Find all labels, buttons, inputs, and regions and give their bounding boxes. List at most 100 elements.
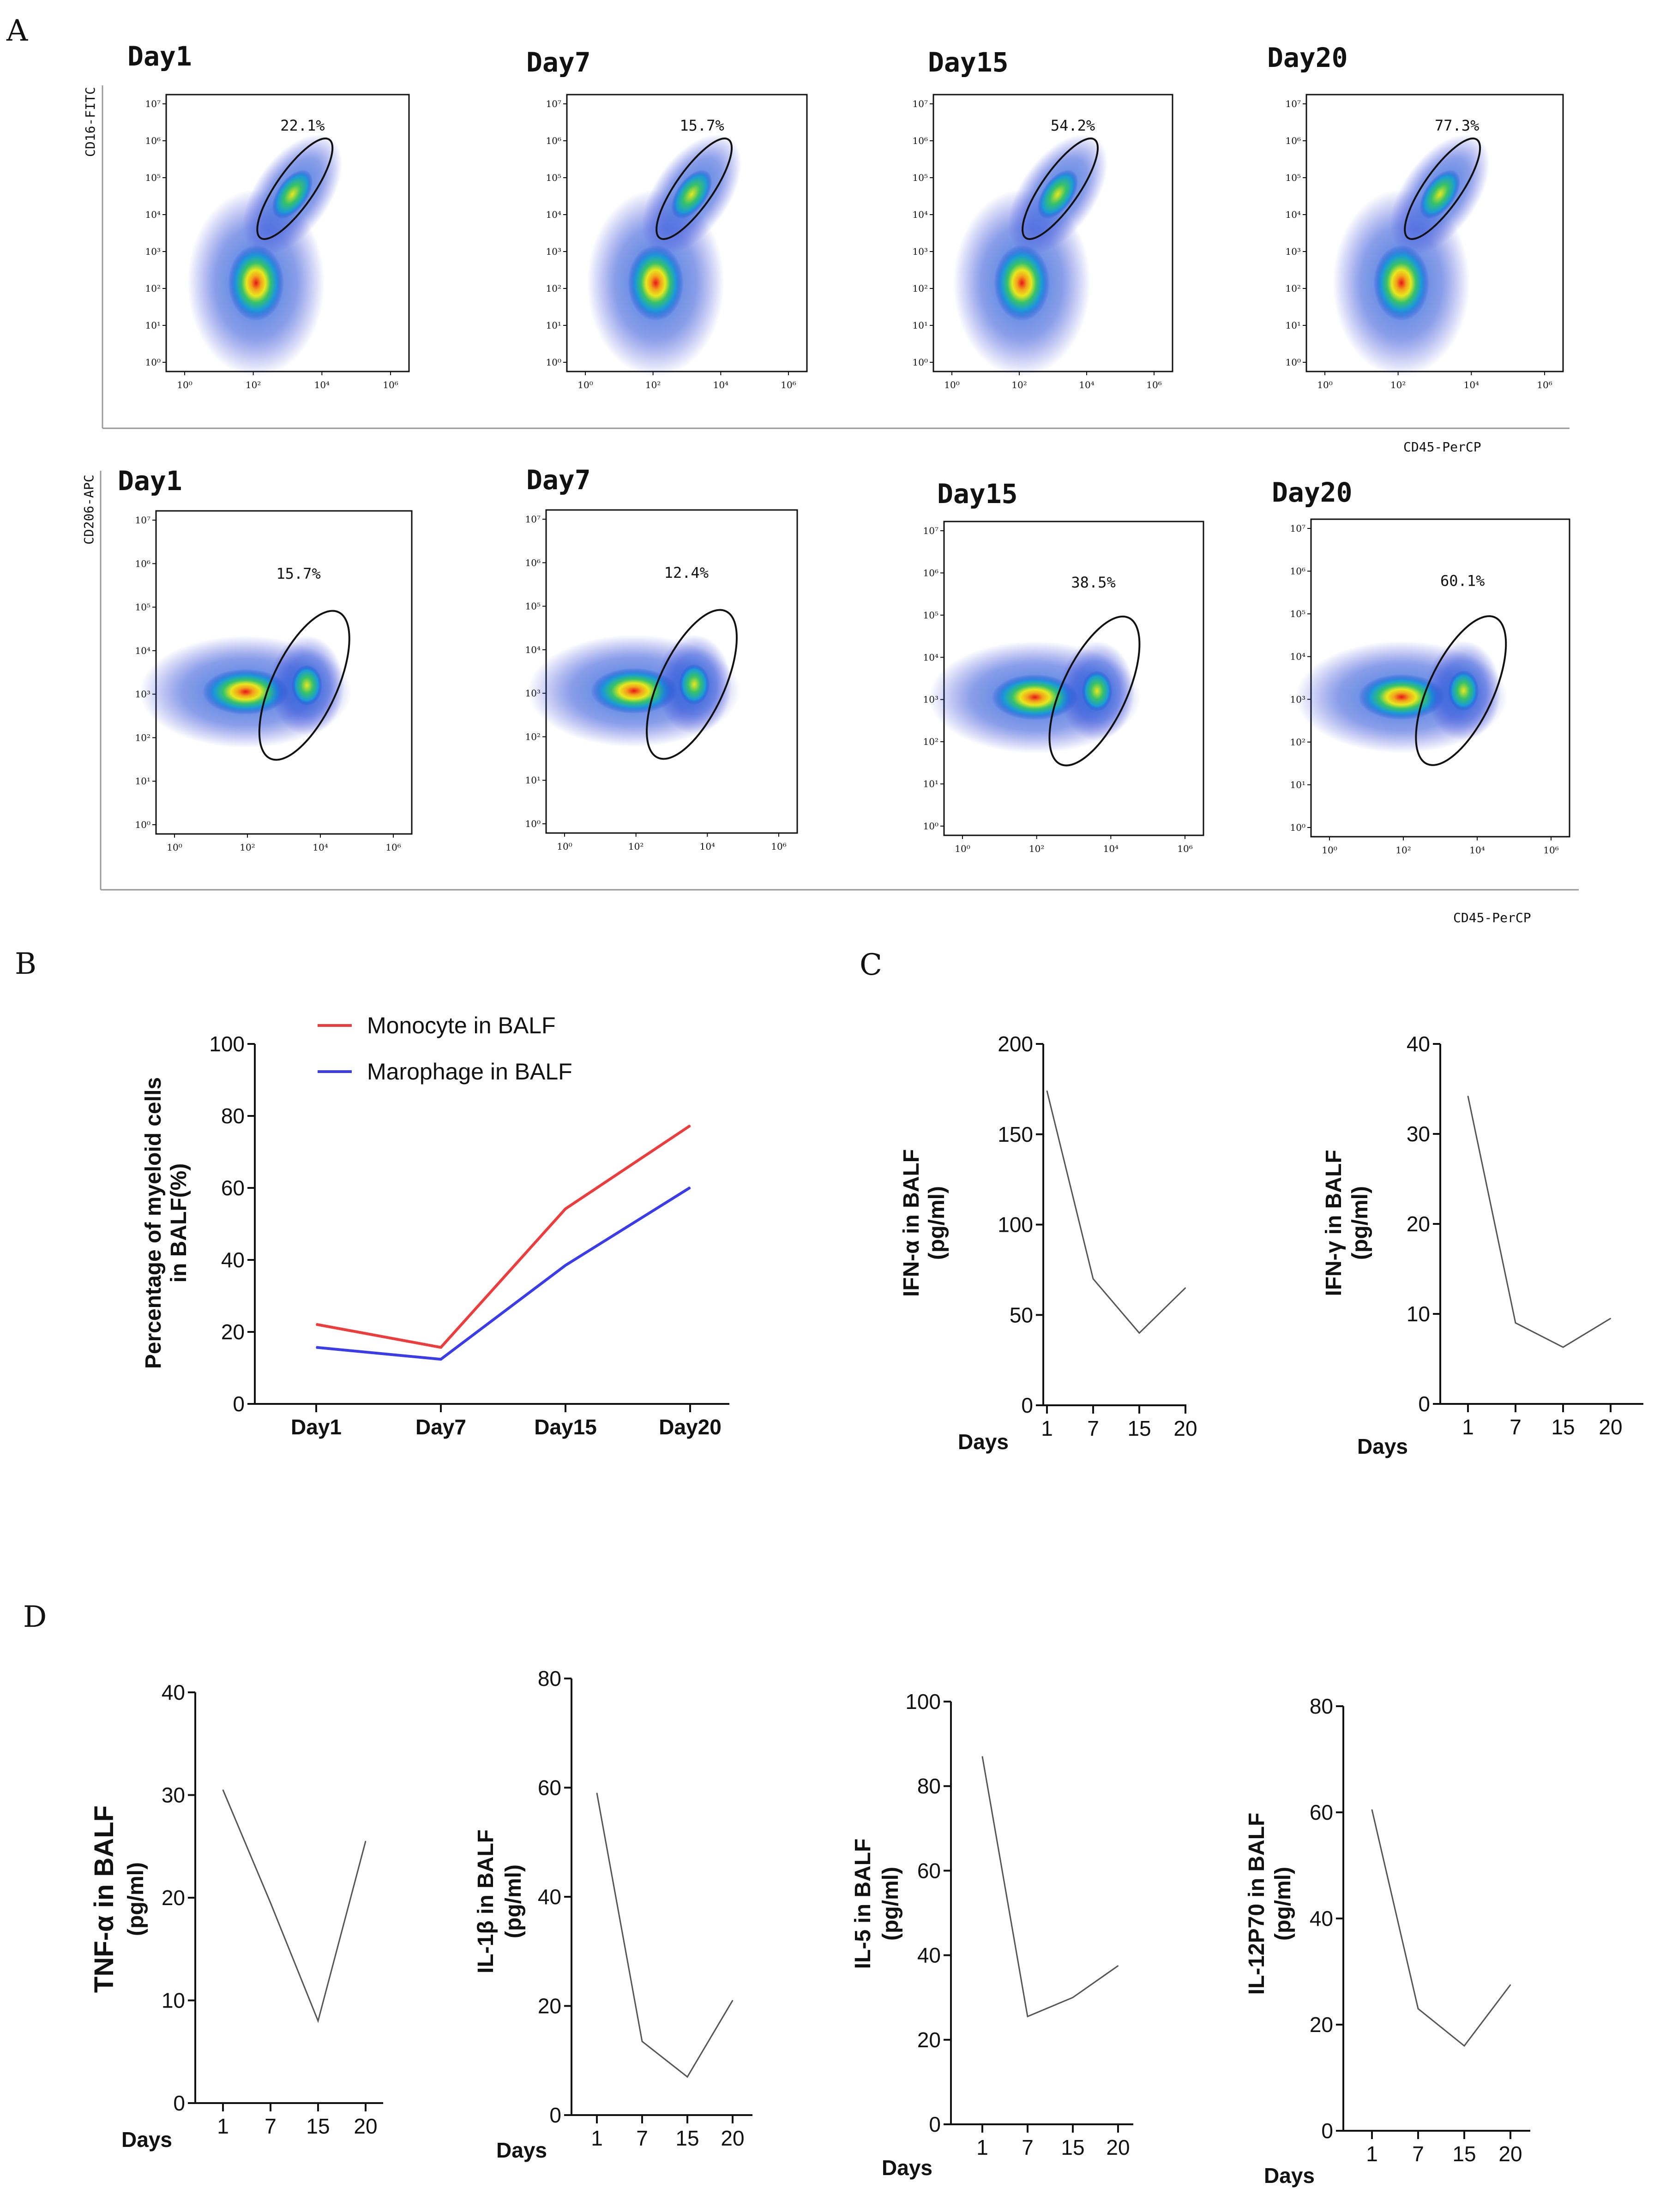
flow-row2-y-label: CD206-APC	[81, 474, 96, 545]
flow-y-tick-label: 10²	[546, 283, 561, 294]
flow-y-tick-label: 10¹	[1286, 320, 1301, 331]
flow-y-tick-label: 10⁵	[135, 602, 150, 613]
flow-y-tick-label: 10⁷	[145, 98, 161, 109]
flow-y-tick-label: 10¹	[525, 775, 541, 786]
y-tick-label: 60	[1310, 1800, 1333, 1824]
x-tick-label: 20	[1498, 2142, 1522, 2166]
flow-x-tick-label: 10⁰	[1317, 379, 1332, 390]
flow-y-tick-label: 10³	[145, 246, 161, 257]
flow-gate-percent: 60.1%	[1440, 572, 1485, 589]
x-tick-label: 20	[354, 2114, 377, 2138]
x-tick-label: 1	[976, 2135, 988, 2159]
flow-y-tick-label: 10⁶	[135, 558, 150, 569]
flow-day-label: Day15	[937, 478, 1018, 510]
flow-y-tick-label: 10⁴	[145, 209, 161, 220]
flow-density-core	[1037, 169, 1078, 219]
flow-y-tick-label: 10⁵	[546, 172, 561, 183]
flow-density-core	[272, 169, 313, 219]
series-line-1	[316, 1124, 691, 1349]
flow-y-tick-label: 10¹	[913, 320, 928, 331]
y-axis-label-line2: (pg/ml)	[501, 1864, 526, 1938]
y-axis-label-line1: IFN-α in BALF	[899, 1149, 924, 1297]
y-tick-label: 20	[221, 1320, 245, 1344]
flow-gate-percent: 15.7%	[276, 565, 320, 582]
flow-plot-row1-2: Day7 10⁰ 10¹ 10² 10³ 10⁴ 10⁵ 10⁶ 10⁷ 10⁰ 10² 10⁴ 10⁶…	[526, 47, 808, 390]
flow-y-tick-label: 10⁶	[145, 135, 161, 146]
data-point	[1563, 1347, 1564, 1348]
flow-gate-percent: 15.7%	[680, 117, 724, 134]
y-axis-label-line2: (pg/ml)	[925, 1186, 949, 1260]
flow-y-tick-label: 10⁰	[1290, 822, 1305, 833]
x-axis-label: Days	[121, 2128, 172, 2152]
line-chart-small-6: 0 20 40 60 80 1 7 15 20 IL-12P70 in BALF (pg/ml) Da…	[1245, 1694, 1530, 2188]
series-line	[222, 1789, 367, 2023]
flow-x-tick-label: 10²	[1011, 379, 1027, 390]
flow-y-tick-label: 10⁰	[145, 357, 161, 368]
flow-x-tick-label: 10⁴	[713, 379, 728, 390]
flow-density-core	[1419, 169, 1461, 219]
flow-density-core	[1358, 674, 1445, 720]
data-point	[270, 1902, 271, 1904]
flow-y-tick-label: 10⁴	[1286, 209, 1301, 220]
x-tick-label: 20	[1106, 2135, 1130, 2159]
flow-y-tick-label: 10²	[1290, 737, 1305, 748]
x-tick-label: 20	[1173, 1416, 1197, 1440]
data-point	[1027, 2016, 1028, 2017]
series-line	[981, 1756, 1119, 2018]
flow-x-tick-label: 10⁴	[313, 842, 328, 853]
data-point	[1072, 1997, 1073, 1998]
data-point	[318, 2020, 319, 2021]
flow-y-tick-label: 10⁵	[1290, 608, 1305, 619]
flow-y-tick-label: 10¹	[546, 320, 561, 331]
y-tick-label: 0	[1418, 1392, 1430, 1416]
y-tick-label: 0	[1021, 1393, 1033, 1417]
flow-day-label: Day1	[127, 41, 192, 72]
data-point	[565, 1208, 566, 1210]
flow-density-core	[992, 674, 1078, 720]
x-tick-label: 1	[1366, 2142, 1378, 2166]
panel-label-a: A	[6, 14, 28, 48]
flow-x-tick-label: 10²	[1395, 845, 1411, 856]
flow-y-tick-label: 10⁶	[546, 135, 561, 146]
y-axis-label-line1: IL-5 in BALF	[851, 1839, 875, 1969]
flow-x-tick-label: 10⁴	[1103, 843, 1119, 854]
x-tick-label: 15	[675, 2126, 699, 2150]
x-tick-label: 1	[217, 2114, 229, 2138]
flow-x-tick-label: 10⁰	[557, 841, 572, 852]
x-axis-label: Days	[882, 2156, 932, 2180]
series-line	[596, 1793, 734, 2078]
flow-gate-percent: 12.4%	[664, 564, 709, 581]
flow-density-core	[1373, 245, 1430, 321]
y-tick-label: 40	[1310, 1906, 1333, 1930]
y-tick-label: 60	[917, 1858, 941, 1882]
y-tick-label: 60	[538, 1776, 561, 1800]
line-chart-small-4: 0 20 40 60 80 1 7 15 20 IL-1β in BALF (pg/ml) Days	[474, 1666, 752, 2162]
flow-x-tick-label: 10²	[628, 841, 644, 852]
data-point	[1510, 1984, 1511, 1985]
x-tick-label: 7	[636, 2126, 648, 2150]
flow-x-tick-label: 10⁰	[955, 843, 970, 854]
flow-x-tick-label: 10²	[246, 379, 261, 390]
x-tick-label: Day7	[415, 1415, 466, 1439]
data-point	[687, 2076, 688, 2078]
y-axis-label-line1: Percentage of myeloid cells	[141, 1077, 166, 1369]
flow-x-tick-label: 10⁶	[1177, 843, 1192, 854]
flow-x-tick-label: 10⁶	[771, 841, 786, 852]
flow-gate	[256, 138, 334, 240]
x-axis-label: Days	[1264, 2164, 1315, 2188]
y-tick-label: 30	[162, 1783, 185, 1807]
flow-x-tick-label: 10⁴	[1464, 379, 1479, 390]
flow-y-tick-label: 10⁰	[923, 821, 938, 832]
y-tick-label: 80	[1310, 1694, 1333, 1718]
flow-day-label: Day20	[1272, 477, 1353, 508]
flow-y-tick-label: 10²	[923, 736, 938, 747]
x-tick-label: 15	[1452, 2142, 1476, 2166]
data-point	[440, 1359, 441, 1360]
flow-y-tick-label: 10⁵	[145, 172, 161, 183]
y-tick-label: 10	[1407, 1302, 1430, 1326]
data-point	[982, 1756, 983, 1757]
data-point	[1371, 1809, 1372, 1810]
legend-label-2: Marophage in BALF	[367, 1059, 572, 1085]
flow-y-tick-label: 10⁷	[923, 525, 938, 536]
flow-y-tick-label: 10⁵	[913, 172, 928, 183]
